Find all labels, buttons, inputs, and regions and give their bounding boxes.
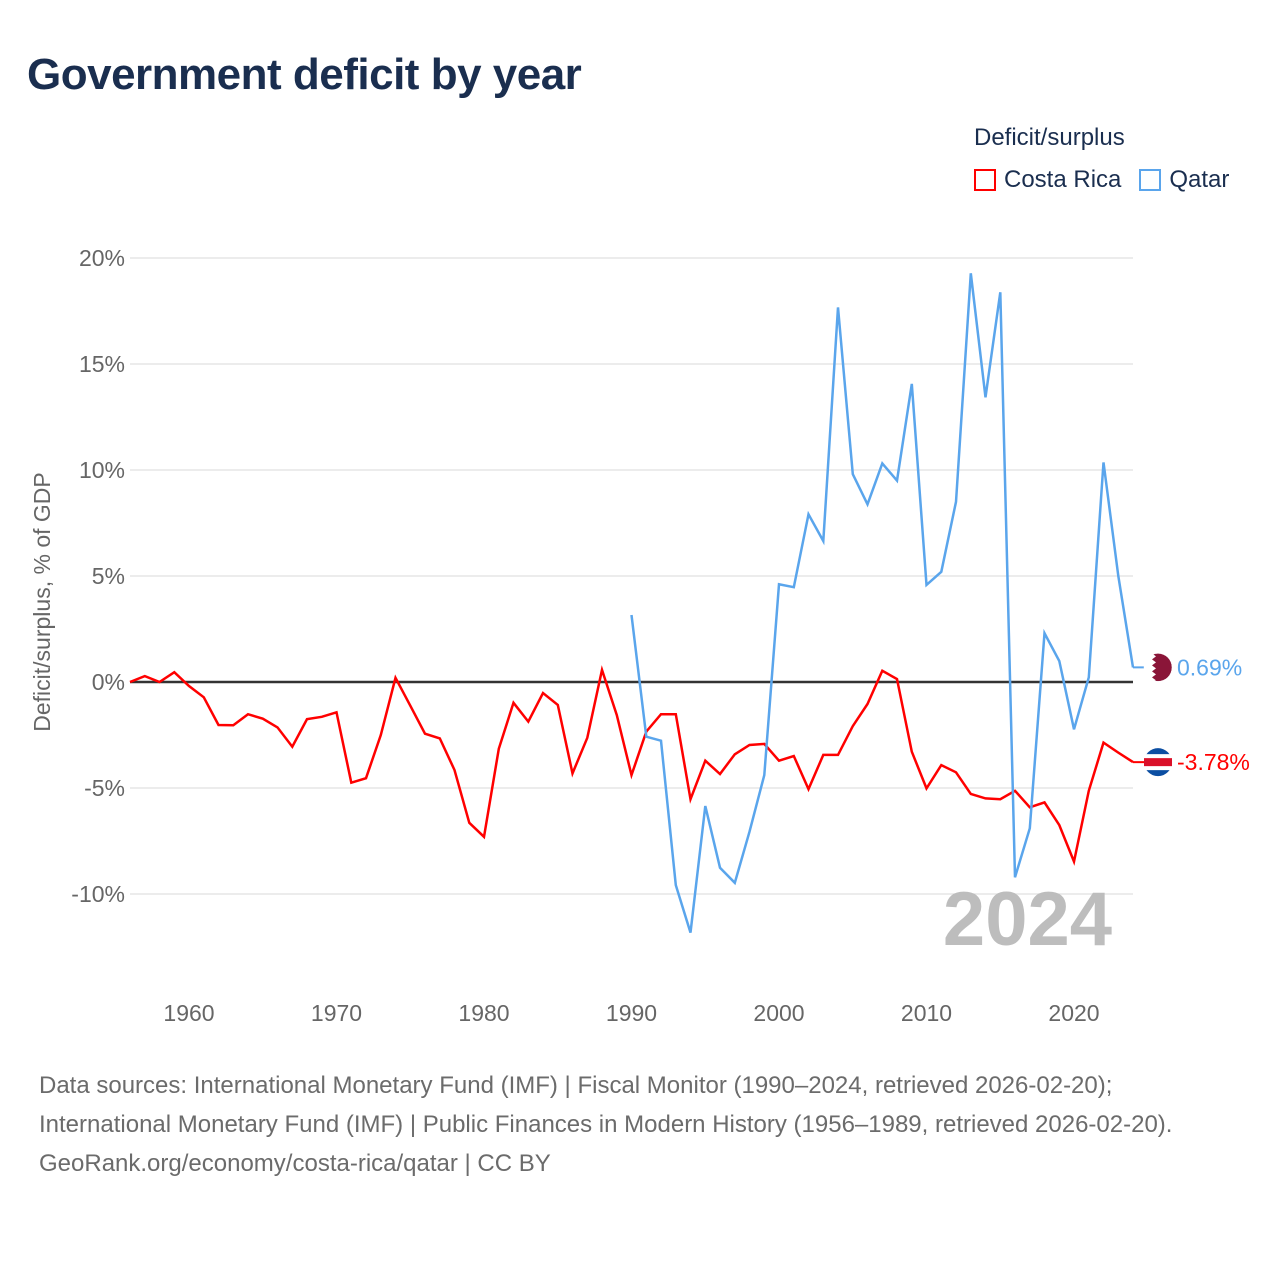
qatar-flag-icon [1143,653,1173,682]
x-tick-label: 2000 [753,1000,804,1026]
legend-swatch-costa-rica [974,169,996,191]
footer: Data sources: International Monetary Fun… [39,1066,1249,1183]
y-tick-label: 15% [79,351,125,377]
credit-link[interactable]: GeoRank.org/economy/costa-rica/qatar | C… [39,1150,551,1177]
y-axis-label: Deficit/surplus, % of GDP [29,472,55,731]
y-tick-label: 0% [92,669,125,695]
end-value-label: 0.69% [1177,654,1242,680]
chart-title: Government deficit by year [27,50,582,99]
y-tick-label: -10% [71,881,125,907]
flag-serration [1144,653,1156,682]
legend-label: Qatar [1169,166,1230,193]
costa-rica-flag-icon [1144,748,1172,777]
series-line-costa-rica [129,665,1134,866]
flag-border [1143,653,1173,682]
y-tick-label: 10% [79,457,125,483]
x-tick-label: 2020 [1048,1000,1099,1026]
x-tick-label: 1980 [458,1000,509,1026]
legend-swatch-qatar [1139,169,1162,191]
y-tick-label: 20% [79,245,125,271]
series-line-qatar [630,273,1135,933]
year-watermark: 2024 [943,877,1112,962]
legend-label: Costa Rica [1004,166,1122,193]
flag-red-stripe [1144,758,1172,767]
legend-item-qatar[interactable]: Qatar [1139,166,1229,194]
legend-item-costa-rica[interactable]: Costa Rica [974,166,1121,194]
end-value-label: -3.78% [1177,749,1250,775]
x-tick-label: 2010 [901,1000,952,1026]
y-tick-label: -5% [84,775,125,801]
legend: Costa Rica Qatar [974,166,1229,194]
x-tick-label: 1990 [606,1000,657,1026]
data-sources: Data sources: International Monetary Fun… [39,1072,1173,1138]
y-tick-label: 5% [92,563,125,589]
legend-title: Deficit/surplus [974,124,1125,151]
x-tick-label: 1960 [163,1000,214,1026]
x-tick-label: 1970 [311,1000,362,1026]
